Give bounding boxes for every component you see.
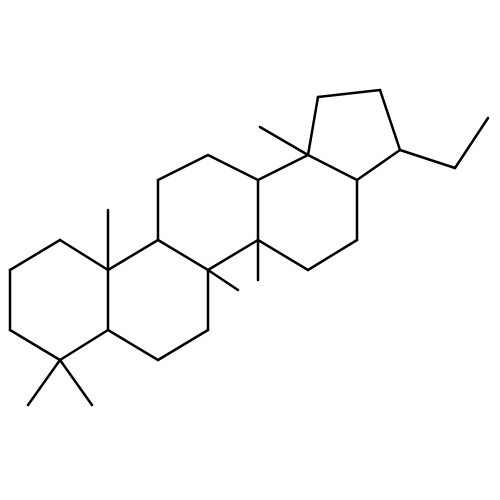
bond bbox=[60, 240, 108, 270]
bond bbox=[400, 150, 455, 168]
bond bbox=[357, 150, 400, 180]
bond bbox=[308, 155, 357, 180]
bond bbox=[108, 240, 158, 270]
bond bbox=[208, 240, 258, 270]
bond bbox=[260, 127, 308, 155]
bond bbox=[60, 360, 92, 405]
bond bbox=[10, 240, 60, 270]
bond bbox=[158, 240, 208, 270]
bond bbox=[208, 270, 238, 290]
bond bbox=[318, 90, 380, 97]
bond bbox=[380, 90, 400, 150]
bond bbox=[28, 360, 60, 405]
molecule-diagram bbox=[0, 0, 500, 500]
bond bbox=[108, 330, 158, 360]
bond bbox=[158, 330, 208, 360]
bond bbox=[308, 97, 318, 155]
bond bbox=[158, 155, 208, 180]
bond bbox=[455, 118, 488, 168]
bond bbox=[258, 155, 308, 180]
bond bbox=[60, 330, 108, 360]
bond bbox=[10, 330, 60, 360]
bond bbox=[258, 240, 308, 270]
bond bbox=[308, 240, 357, 270]
bond bbox=[208, 155, 258, 180]
